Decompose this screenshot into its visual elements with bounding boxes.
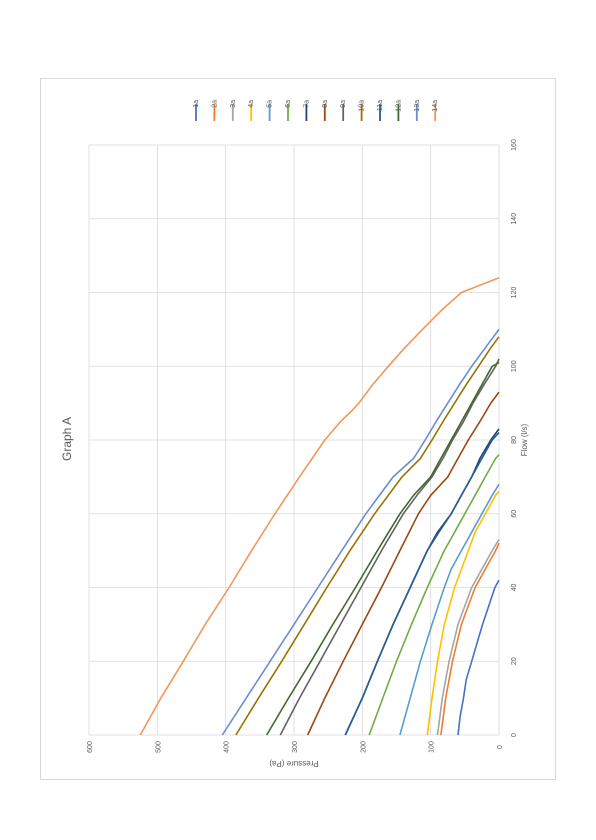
series-line-8a <box>306 391 500 736</box>
y-tick-label: 100 <box>429 741 436 753</box>
legend-label-7a: 7a <box>303 100 310 108</box>
y-tick-label: 200 <box>360 741 367 753</box>
series-line-5a <box>399 483 500 736</box>
y-axis-title: Pressure (Pa) <box>269 759 319 768</box>
x-tick-label: 160 <box>511 139 518 151</box>
legend-label-4a: 4a <box>248 100 255 108</box>
legend-label-3a: 3a <box>230 100 237 108</box>
series-line-1a <box>457 579 500 736</box>
x-tick-label: 100 <box>511 360 518 372</box>
series-line-9a <box>279 358 500 736</box>
grid-layer <box>88 144 500 736</box>
legend-label-1a: 1a <box>193 100 200 108</box>
legend-label-2a: 2a <box>211 100 218 108</box>
legend-label-12a: 12a <box>395 100 402 112</box>
series-line-13a <box>221 328 500 736</box>
legend-label-5a: 5a <box>267 100 274 108</box>
series-line-12a <box>266 361 500 736</box>
legend-label-9a: 9a <box>340 100 347 108</box>
series-layer <box>139 277 500 736</box>
x-tick-label: 20 <box>511 657 518 665</box>
legend: 1a 2a 3a 4a 5a 6a 7a 8a 9a 10a 11a 12a 13a 14a <box>193 100 439 121</box>
series-line-7a <box>344 428 500 736</box>
series-line-6a <box>368 454 500 736</box>
y-tick-label: 300 <box>292 741 299 753</box>
x-tick-label: 40 <box>511 584 518 592</box>
x-tick-label: 60 <box>511 510 518 518</box>
legend-label-10a: 10a <box>359 100 366 112</box>
axis-layer: 0 20 40 60 80 100 120 140 160 0 100 200 300 400 500 600 <box>87 139 518 753</box>
series-line-10a <box>235 336 500 736</box>
series-line-14a <box>139 277 500 736</box>
legend-label-6a: 6a <box>285 100 292 108</box>
series-line-2a <box>440 542 500 736</box>
y-tick-label: 500 <box>155 741 162 753</box>
x-tick-label: 0 <box>511 733 518 737</box>
series-line-3a <box>436 539 500 736</box>
x-tick-label: 120 <box>511 287 518 299</box>
legend-label-14a: 14a <box>432 100 439 112</box>
chart-frame: 0 20 40 60 80 100 120 140 160 0 100 200 300 400 500 600… <box>40 78 556 780</box>
x-tick-label: 80 <box>511 436 518 444</box>
y-tick-label: 600 <box>87 741 94 753</box>
chart-svg: 0 20 40 60 80 100 120 140 160 0 100 200 300 400 500 600… <box>60 100 529 768</box>
x-tick-label: 140 <box>511 213 518 225</box>
legend-label-13a: 13a <box>414 100 421 112</box>
y-tick-label: 0 <box>497 745 504 749</box>
legend-label-11a: 11a <box>377 100 384 111</box>
legend-label-8a: 8a <box>322 100 329 108</box>
y-tick-label: 400 <box>224 741 231 753</box>
x-axis-title: Flow (l/s) <box>520 423 529 456</box>
chart-title: Graph A <box>60 417 74 461</box>
series-line-11a <box>344 432 500 736</box>
series-line-4a <box>426 491 500 736</box>
